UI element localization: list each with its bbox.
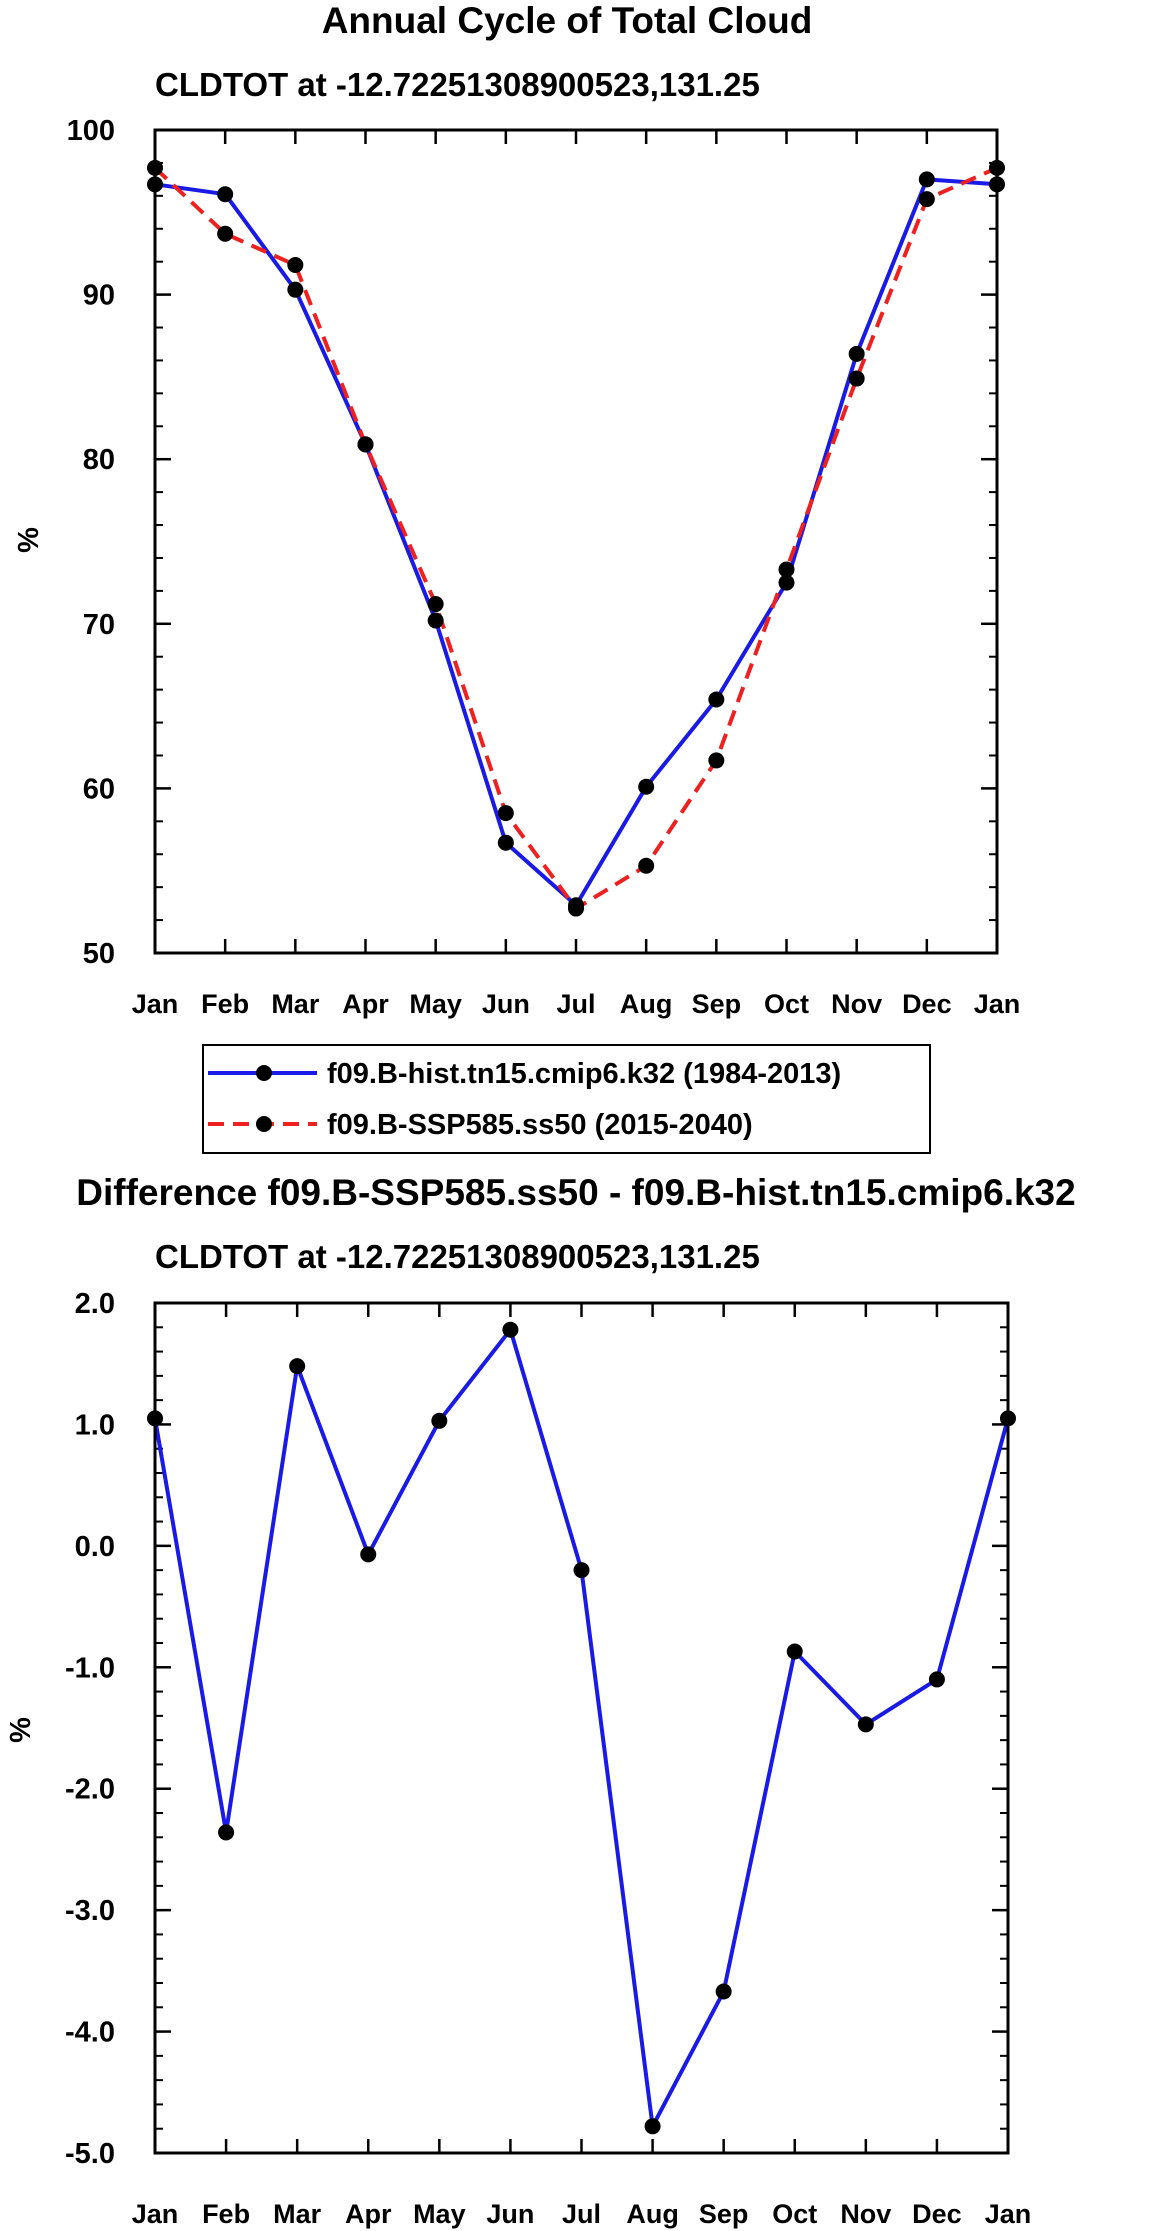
chart2-subtitle: CLDTOT at -12.72251308900523,131.25: [155, 1238, 760, 1275]
chart2-series-0-point: [857, 1716, 874, 1733]
chart1-ytick-label: 100: [67, 115, 115, 147]
chart1-series-0-point: [217, 186, 234, 203]
chart1-series-1-point: [287, 256, 304, 273]
chart1-legend: f09.B-hist.tn15.cmip6.k32 (1984-2013) f0…: [202, 1044, 931, 1154]
chart2-ytick-label: -2.0: [65, 1774, 115, 1806]
chart1-plot-frame: [153, 128, 999, 955]
chart1-series-0-point: [848, 345, 865, 362]
chart1-series-1-point: [848, 370, 865, 387]
chart1-series-1-point: [778, 561, 795, 578]
chart2-series-0-point: [928, 1671, 945, 1688]
chart1-xtick-label: Apr: [342, 989, 389, 1019]
chart2-ylabel: %: [5, 1717, 37, 1743]
chart2-series-0-point: [431, 1412, 448, 1429]
chart1-ytick-label: 70: [83, 609, 115, 641]
legend-label-hist: f09.B-hist.tn15.cmip6.k32 (1984-2013): [327, 1058, 841, 1090]
chart1-xtick-label: May: [409, 989, 462, 1019]
chart1-tick-labels: Jan Feb Mar Apr May Jun Jul Aug Sep Oct Nov Dec Jan 5…: [67, 115, 1021, 1019]
chart2-xtick-label: Jan: [132, 2199, 179, 2229]
legend-marker-ssp585: [256, 1116, 272, 1132]
chart2-xtick-label: Nov: [840, 2199, 891, 2229]
chart2-ytick-label: 0.0: [75, 1531, 115, 1563]
chart1-xtick-label: Nov: [831, 989, 882, 1019]
chart2-xtick-label: Jul: [562, 2199, 601, 2229]
chart2-series-0-point: [502, 1321, 519, 1338]
chart2-series-0-point: [218, 1824, 235, 1841]
chart2-series-0-point: [644, 2118, 661, 2135]
chart1-series-0-point: [918, 171, 935, 188]
chart1-series-0-point: [287, 281, 304, 298]
chart1-ticks: [153, 128, 999, 955]
chart1-series-0-point: [638, 778, 655, 795]
chart2-ytick-label: -3.0: [65, 1895, 115, 1927]
chart1-series-line-1: [153, 166, 998, 911]
chart2-series-0-point: [786, 1643, 803, 1660]
legend-marker-hist: [256, 1065, 272, 1081]
chart2-ytick-label: 1.0: [75, 1409, 115, 1441]
chart1-series-1-point: [568, 900, 584, 917]
legend-label-ssp585: f09.B-SSP585.ss50 (2015-2040): [327, 1109, 753, 1141]
chart1-series-1-point: [638, 857, 655, 874]
chart2-xtick-label: Sep: [699, 2199, 749, 2229]
chart1-series-1-point: [357, 436, 374, 453]
chart2-ticks: [153, 1301, 1010, 2155]
chart1-subtitle: CLDTOT at -12.72251308900523,131.25: [155, 66, 760, 103]
chart2-series: [147, 1321, 1016, 2135]
chart1-xtick-label: Oct: [764, 989, 809, 1019]
chart1-series-1-point: [497, 805, 514, 822]
difference-chart: Difference f09.B-SSP585.ss50 - f09.B-his…: [5, 1172, 1076, 2229]
chart1-ytick-label: 60: [83, 773, 115, 805]
chart1-series-line-0: [154, 177, 998, 908]
chart1-series-0-point: [708, 691, 725, 708]
chart1-xtick-label: Mar: [271, 989, 320, 1019]
chart1-xtick-label: Jan: [132, 989, 179, 1019]
chart2-ytick-label: 2.0: [75, 1288, 115, 1320]
chart2-ytick-label: -5.0: [65, 2138, 115, 2170]
legend-box: [202, 1044, 931, 1154]
chart1-ylabel: %: [13, 527, 45, 553]
chart2-plot-frame: [153, 1301, 1010, 2155]
chart1-series-0-point: [497, 834, 514, 851]
chart2-xtick-label: Jan: [985, 2199, 1032, 2229]
chart2-series-0-point: [360, 1546, 377, 1563]
chart2-xtick-label: Apr: [345, 2199, 392, 2229]
chart1-xtick-label: Jan: [974, 989, 1021, 1019]
chart2-tick-labels: Jan Feb Mar Apr May Jun Jul Aug Sep Oct Nov Dec Jan-…: [65, 1288, 1031, 2229]
chart1-xtick-label: Feb: [201, 989, 249, 1019]
chart1-series-1-point: [708, 752, 725, 769]
chart2-xtick-label: Mar: [273, 2199, 322, 2229]
chart1-series-0-point: [778, 574, 795, 591]
chart1-xtick-label: Aug: [620, 989, 672, 1019]
chart1-ytick-label: 80: [83, 444, 115, 476]
legend-item-hist: f09.B-hist.tn15.cmip6.k32 (1984-2013): [208, 1058, 841, 1090]
chart2-series-0-point: [715, 1983, 732, 2000]
annual-cycle-chart: Annual Cycle of Total Cloud CLDTOT at -1…: [13, 0, 1021, 1154]
chart2-series-0-point: [573, 1562, 590, 1579]
chart2-xtick-label: May: [413, 2199, 466, 2229]
chart1-series-1-point: [217, 225, 234, 242]
chart2-xtick-label: Aug: [626, 2199, 678, 2229]
chart1-series-1-point: [918, 191, 935, 208]
chart1-ytick-label: 90: [83, 280, 115, 312]
chart2-title: Difference f09.B-SSP585.ss50 - f09.B-his…: [76, 1172, 1075, 1213]
chart2-xtick-label: Dec: [912, 2199, 962, 2229]
chart2-ytick-label: -4.0: [65, 2017, 115, 2049]
chart1-xtick-label: Dec: [902, 989, 952, 1019]
chart1-series: [147, 159, 1005, 917]
chart1-xtick-label: Jun: [482, 989, 530, 1019]
chart1-series-1-point: [427, 596, 444, 613]
chart1-title: Annual Cycle of Total Cloud: [322, 0, 813, 41]
chart2-ytick-label: -1.0: [65, 1652, 115, 1684]
legend-item-ssp585: f09.B-SSP585.ss50 (2015-2040): [208, 1109, 753, 1141]
chart1-ytick-label: 50: [83, 938, 115, 970]
chart2-series-0-point: [289, 1358, 306, 1375]
chart2-xtick-label: Oct: [772, 2199, 817, 2229]
chart2-xtick-label: Jun: [486, 2199, 534, 2229]
chart2-series-line-0: [153, 1327, 1010, 2129]
chart1-series-0-point: [427, 612, 444, 629]
chart1-xtick-label: Jul: [556, 989, 595, 1019]
chart2-xtick-label: Feb: [202, 2199, 250, 2229]
chart1-xtick-label: Sep: [692, 989, 742, 1019]
